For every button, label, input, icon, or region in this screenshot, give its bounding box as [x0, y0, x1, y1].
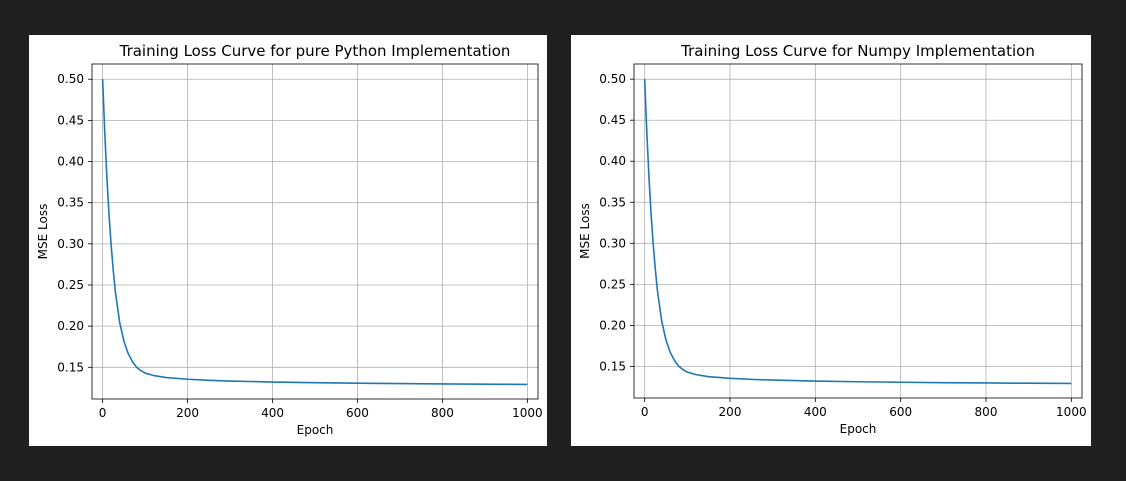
x-tick-label: 400 — [804, 405, 827, 419]
x-axis-label: Epoch — [297, 423, 334, 437]
y-tick-label: 0.45 — [57, 113, 84, 127]
y-tick-label: 0.35 — [57, 196, 84, 210]
x-axis-label: Epoch — [840, 422, 877, 436]
x-tick-label: 1000 — [1056, 405, 1087, 419]
y-tick-label: 0.25 — [599, 277, 626, 291]
plot-frame — [91, 63, 539, 400]
y-tick-label: 0.25 — [57, 278, 84, 292]
x-tick-label: 800 — [975, 405, 998, 419]
y-tick-label: 0.50 — [599, 72, 626, 86]
x-tick-label: 600 — [346, 406, 369, 420]
y-tick-label: 0.35 — [599, 195, 626, 209]
x-tick-label: 400 — [261, 406, 284, 420]
chart-panel-python: Training Loss Curve for pure Python Impl… — [29, 35, 547, 446]
chart-numpy: Training Loss Curve for Numpy Implementa… — [578, 42, 1087, 436]
y-tick-label: 0.50 — [57, 72, 84, 86]
y-tick-label: 0.40 — [599, 154, 626, 168]
y-tick-label: 0.30 — [57, 237, 84, 251]
y-tick-label: 0.15 — [599, 359, 626, 373]
chart-python: Training Loss Curve for pure Python Impl… — [36, 42, 543, 437]
y-tick-label: 0.45 — [599, 113, 626, 127]
chart-title: Training Loss Curve for pure Python Impl… — [119, 42, 511, 60]
y-tick-label: 0.15 — [57, 360, 84, 374]
x-tick-label: 600 — [889, 405, 912, 419]
y-axis-label: MSE Loss — [578, 203, 592, 259]
x-tick-label: 1000 — [512, 406, 543, 420]
y-axis-label: MSE Loss — [36, 204, 50, 260]
loss-line — [643, 79, 1072, 385]
x-tick-label: 200 — [719, 405, 742, 419]
chart-panel-numpy: Training Loss Curve for Numpy Implementa… — [571, 35, 1091, 446]
x-tick-label: 0 — [641, 405, 649, 419]
y-tick-label: 0.30 — [599, 236, 626, 250]
y-tick-label: 0.20 — [599, 318, 626, 332]
loss-line — [101, 79, 528, 386]
y-tick-label: 0.40 — [57, 155, 84, 169]
x-tick-label: 0 — [99, 406, 107, 420]
x-tick-label: 800 — [431, 406, 454, 420]
chart-title: Training Loss Curve for Numpy Implementa… — [680, 42, 1035, 60]
x-tick-label: 200 — [176, 406, 199, 420]
plot-frame — [633, 63, 1083, 399]
y-tick-label: 0.20 — [57, 319, 84, 333]
